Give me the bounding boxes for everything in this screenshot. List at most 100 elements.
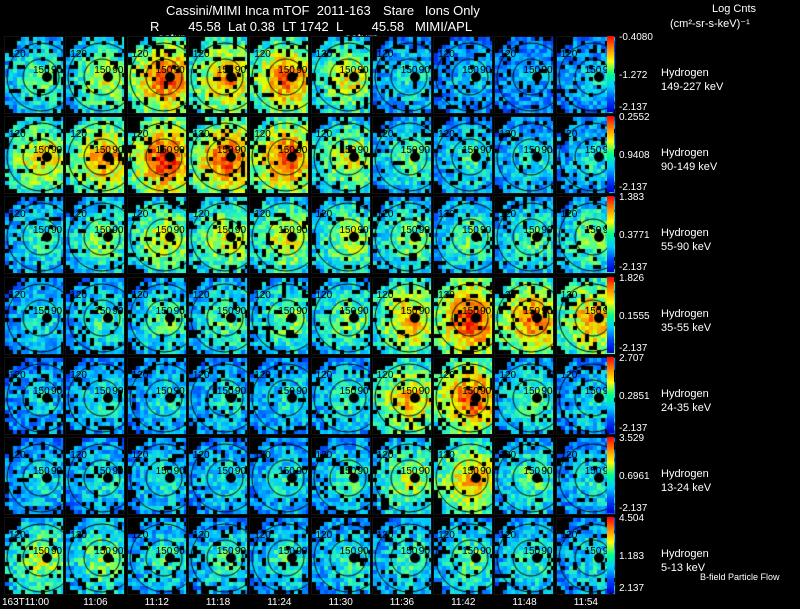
colorbar-max: 1.826 xyxy=(619,272,645,284)
ring-label-inner: 150 xyxy=(400,225,418,237)
energy-range: 55-90 keV xyxy=(661,241,712,254)
colorbar-mid: 0.2851 xyxy=(619,390,650,402)
ring-label-inner: 150 xyxy=(584,466,602,477)
ring-label-outer: 120 xyxy=(9,530,26,542)
ring-label-inner: 150 xyxy=(339,385,357,397)
ring-label-outer: 120 xyxy=(70,530,87,542)
ring-label-center: 90 xyxy=(480,466,492,477)
ring-label-outer: 120 xyxy=(131,289,149,301)
species-name: Hydrogen xyxy=(661,548,709,561)
ring-label-center: 90 xyxy=(541,466,553,477)
colorbar-max: 2.707 xyxy=(619,352,645,364)
colorbar-max: 3.529 xyxy=(619,433,645,444)
ring-label-outer: 120 xyxy=(70,289,87,301)
ring-label-inner: 150 xyxy=(278,546,295,558)
ring-label-center: 90 xyxy=(418,385,430,397)
ring-label-outer: 120 xyxy=(315,289,333,301)
ring-label-center: 90 xyxy=(541,225,553,237)
ring-label-outer: 120 xyxy=(254,129,271,141)
ring-label-outer: 120 xyxy=(192,289,210,301)
ring-label-center: 90 xyxy=(541,65,553,76)
ring-label-outer: 120 xyxy=(192,369,210,381)
ring-label-outer: 120 xyxy=(131,209,149,221)
ring-label-outer: 120 xyxy=(499,289,517,301)
ring-label-outer: 120 xyxy=(254,289,271,301)
ring-label-inner: 150 xyxy=(278,305,295,317)
ring-label-outer: 120 xyxy=(560,450,578,461)
ring-label-center: 90 xyxy=(112,65,124,76)
ring-label-outer: 120 xyxy=(70,209,87,221)
ring-label-outer: 120 xyxy=(9,209,26,221)
ring-label-center: 90 xyxy=(112,546,124,558)
ring-label-outer: 120 xyxy=(438,450,455,461)
ring-label-center: 90 xyxy=(112,385,124,397)
ring-label-outer: 120 xyxy=(376,369,394,381)
ring-label-outer: 120 xyxy=(9,369,26,381)
ring-label-outer: 120 xyxy=(9,289,26,301)
ring-label-outer: 120 xyxy=(315,369,333,381)
title-line-1a: Cassini/MIMI Inca mTOF 2011-163 xyxy=(166,3,371,18)
ring-label-inner: 150 xyxy=(584,145,602,157)
energy-channel-label: Hydrogen 35-55 keV xyxy=(661,307,711,335)
ring-label-inner: 150 xyxy=(33,466,50,477)
ring-label-inner: 150 xyxy=(216,546,234,558)
units-label: (cm²-sr-s-keV)⁻¹ xyxy=(670,18,750,30)
ring-label-outer: 120 xyxy=(131,530,149,542)
ring-label-inner: 150 xyxy=(523,546,541,558)
ring-label-center: 90 xyxy=(112,145,124,157)
ring-label-center: 90 xyxy=(418,546,430,558)
ring-label-center: 90 xyxy=(51,305,63,317)
energy-range: 35-55 keV xyxy=(661,321,712,334)
colorbar-mid: -1.272 xyxy=(619,70,648,81)
ring-label-inner: 150 xyxy=(339,145,357,157)
ring-label-outer: 120 xyxy=(560,289,578,301)
ring-label-inner: 150 xyxy=(216,145,234,157)
energy-channel-label: Hydrogen 149-227 keV xyxy=(661,66,723,94)
ring-label-outer: 120 xyxy=(438,530,455,542)
ring-label-center: 90 xyxy=(51,466,63,477)
ring-label-center: 90 xyxy=(51,145,63,157)
ring-label-center: 90 xyxy=(173,305,185,317)
ring-label-outer: 120 xyxy=(254,369,271,381)
ring-label-center: 90 xyxy=(234,305,247,317)
ring-label-outer: 120 xyxy=(560,369,578,381)
ring-label-outer: 120 xyxy=(131,450,149,461)
ring-label-inner: 150 xyxy=(400,305,418,317)
ring-label-outer: 120 xyxy=(70,450,87,461)
ring-label-center: 90 xyxy=(418,305,430,317)
ring-label-inner: 150 xyxy=(278,145,295,157)
species-name: Hydrogen xyxy=(661,387,709,400)
ring-label-outer: 120 xyxy=(315,129,333,141)
ring-label-center: 90 xyxy=(173,385,185,397)
ring-label-center: 90 xyxy=(418,225,430,237)
time-label: 163T11:00 xyxy=(2,597,50,608)
energy-channel-label: Hydrogen 90-149 keV xyxy=(661,146,717,174)
ring-label-inner: 150 xyxy=(523,145,541,157)
ring-label-center: 90 xyxy=(296,385,308,397)
ring-label-inner: 150 xyxy=(216,385,234,397)
ring-label-inner: 150 xyxy=(33,385,50,397)
ring-label-inner: 150 xyxy=(33,225,50,237)
ring-label-outer: 120 xyxy=(254,209,271,221)
energy-range: 90-149 keV xyxy=(661,161,718,174)
ring-label-outer: 120 xyxy=(438,209,455,221)
